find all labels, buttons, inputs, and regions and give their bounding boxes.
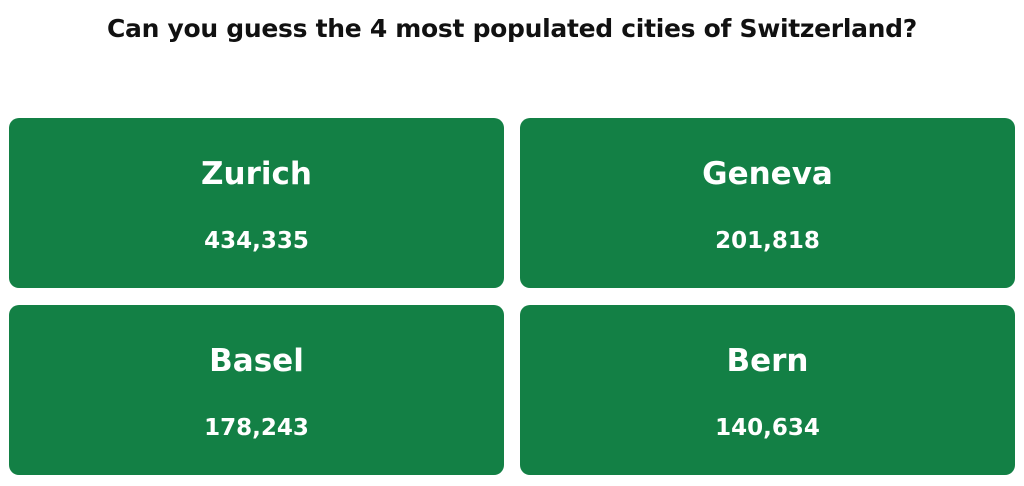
city-name: Bern — [726, 343, 809, 379]
answer-grid: Zurich 434,335 Geneva 201,818 Basel 178,243 Be… — [9, 118, 1015, 475]
city-card[interactable]: Bern 140,634 — [520, 305, 1015, 475]
city-card[interactable]: Zurich 434,335 — [9, 118, 504, 288]
city-name: Basel — [209, 343, 304, 379]
city-population: 178,243 — [204, 415, 309, 441]
city-name: Geneva — [702, 156, 833, 192]
city-card[interactable]: Basel 178,243 — [9, 305, 504, 475]
city-population: 201,818 — [715, 228, 820, 254]
city-population: 434,335 — [204, 228, 309, 254]
city-population: 140,634 — [715, 415, 820, 441]
city-name: Zurich — [201, 156, 312, 192]
question-title: Can you guess the 4 most populated citie… — [107, 14, 917, 43]
city-card[interactable]: Geneva 201,818 — [520, 118, 1015, 288]
